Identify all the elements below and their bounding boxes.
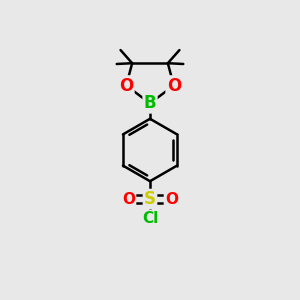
Text: O: O [119,76,133,94]
Text: S: S [144,190,156,208]
Text: O: O [122,191,135,206]
Text: O: O [165,191,178,206]
Text: O: O [167,76,181,94]
Text: Cl: Cl [142,211,158,226]
Text: B: B [144,94,156,112]
